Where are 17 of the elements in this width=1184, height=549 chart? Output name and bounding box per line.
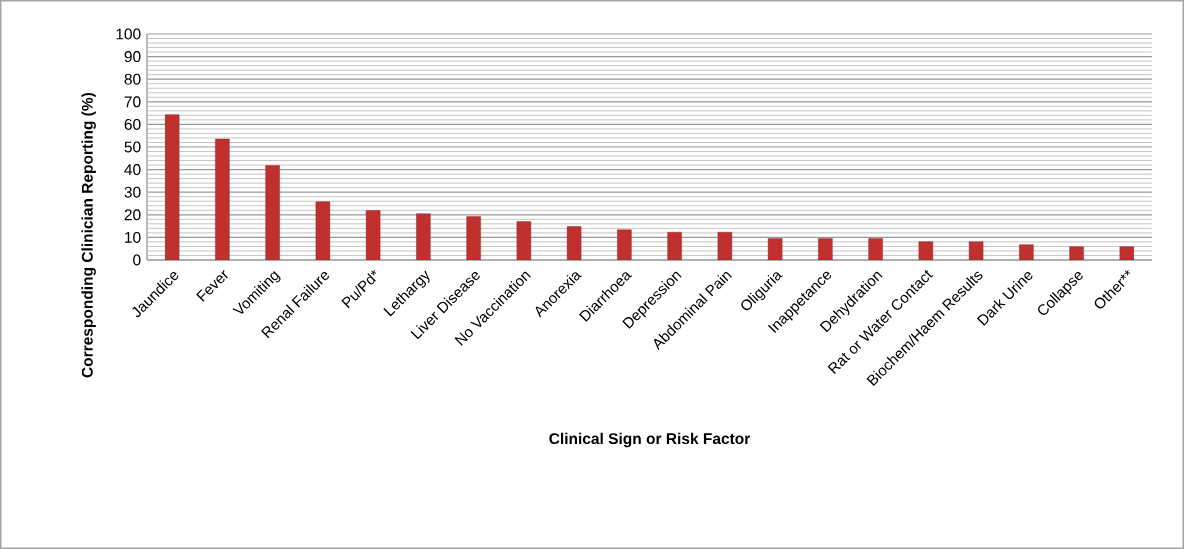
y-tick-label: 10 xyxy=(125,231,141,243)
y-tick-label: 20 xyxy=(124,209,141,221)
y-tick-label: 60 xyxy=(124,118,141,130)
x-axis-title: Clinical Sign or Risk Factor xyxy=(549,432,751,448)
y-tick-label: 50 xyxy=(124,141,141,153)
y-tick-label: 30 xyxy=(124,186,141,198)
bar xyxy=(215,138,230,260)
y-tick-label: 100 xyxy=(116,28,141,40)
y-tick-label: 0 xyxy=(133,254,141,266)
bar xyxy=(265,165,280,260)
bar xyxy=(416,213,431,260)
y-tick-label: 40 xyxy=(124,164,141,176)
y-axis-title: Corresponding Clinician Reporting (%) xyxy=(81,92,96,378)
y-tick-label: 70 xyxy=(124,96,141,108)
y-tick-label: 90 xyxy=(124,51,141,63)
y-tick-label: 80 xyxy=(124,73,141,85)
bar xyxy=(466,216,481,260)
